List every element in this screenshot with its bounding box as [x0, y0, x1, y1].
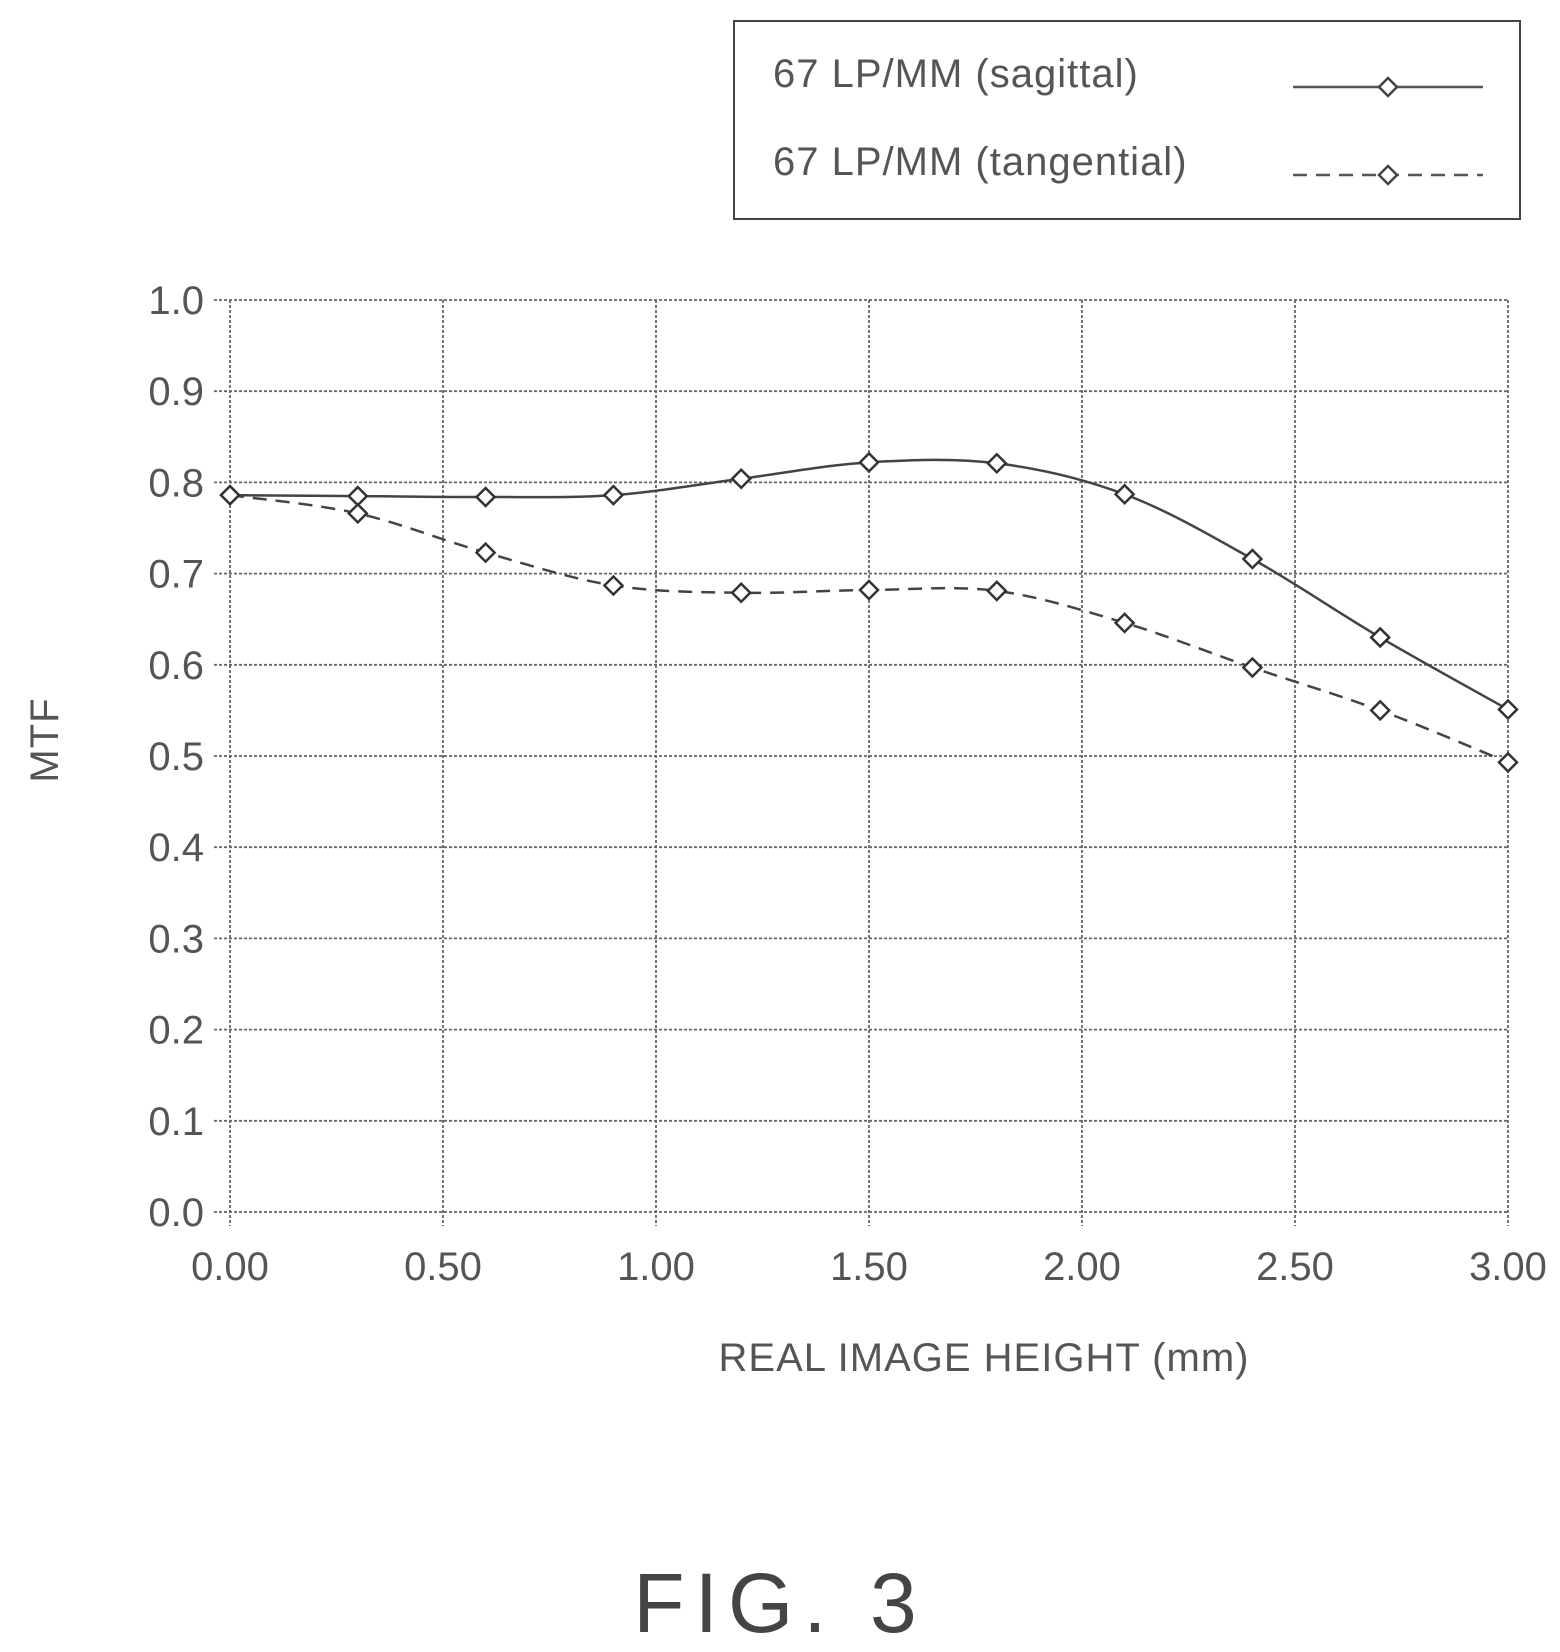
data-point-sagittal	[730, 467, 752, 490]
data-point-sagittal	[1241, 548, 1264, 570]
x-axis-label: REAL IMAGE HEIGHT (mm)	[719, 1336, 1250, 1380]
y-tick-label: 0.5	[148, 735, 204, 779]
data-point-tangential	[602, 574, 625, 597]
data-point-sagittal	[1369, 626, 1391, 649]
y-tick-label: 0.7	[148, 553, 204, 597]
y-tick-label: 0.0	[148, 1191, 204, 1235]
y-tick-label: 0.2	[148, 1009, 204, 1053]
data-point-sagittal	[858, 451, 880, 474]
series-markers	[219, 451, 1519, 774]
y-tick-label: 0.4	[148, 826, 204, 870]
x-tick-label: 2.00	[1043, 1245, 1121, 1289]
data-point-sagittal	[1497, 698, 1519, 721]
data-point-tangential	[219, 484, 241, 506]
y-tick-label: 0.8	[148, 461, 204, 505]
x-tick-label: 0.00	[191, 1245, 269, 1289]
y-tick-label: 1.0	[148, 279, 204, 323]
data-point-sagittal	[602, 484, 625, 506]
data-point-tangential	[347, 502, 369, 525]
y-tick-labels: 0.0 0.1 0.2 0.3 0.4 0.5 0.6 0.7 0.8 0.9 1.0	[148, 279, 204, 1235]
data-point-tangential	[858, 579, 880, 601]
y-tick-label: 0.1	[148, 1100, 204, 1144]
data-point-tangential	[986, 580, 1008, 602]
y-axis-label: MTF	[23, 697, 67, 782]
y-tick-label: 0.3	[148, 917, 204, 961]
y-tick-label: 0.6	[148, 644, 204, 688]
data-point-tangential	[1369, 699, 1391, 722]
data-point-tangential	[730, 581, 752, 604]
x-tick-label: 2.50	[1256, 1245, 1334, 1289]
x-tick-labels: 0.00 0.50 1.00 1.50 2.00 2.50 3.00	[191, 1245, 1547, 1289]
data-point-tangential	[1113, 612, 1136, 634]
y-tick-label: 0.9	[148, 370, 204, 414]
x-tick-label: 3.00	[1469, 1245, 1547, 1289]
x-tick-label: 1.00	[617, 1245, 695, 1289]
legend: 67 LP/MM (sagittal) 67 LP/MM (tangential…	[733, 20, 1521, 220]
figure-caption: FIG. 3	[633, 1556, 927, 1650]
data-point-tangential	[474, 541, 497, 564]
data-point-tangential	[1497, 751, 1519, 774]
legend-swatch-sagittal	[1293, 76, 1483, 98]
data-point-sagittal	[347, 485, 369, 507]
data-point-sagittal	[986, 452, 1008, 475]
data-point-sagittal	[1113, 483, 1136, 506]
x-tick-label: 0.50	[404, 1245, 482, 1289]
grid	[214, 299, 1509, 1226]
legend-swatch-tangential	[1293, 164, 1483, 186]
legend-label-tangential: 67 LP/MM (tangential)	[773, 140, 1188, 184]
legend-label-sagittal: 67 LP/MM (sagittal)	[773, 52, 1139, 96]
x-tick-label: 1.50	[830, 1245, 908, 1289]
data-point-sagittal	[474, 486, 497, 508]
data-point-tangential	[1241, 656, 1264, 679]
